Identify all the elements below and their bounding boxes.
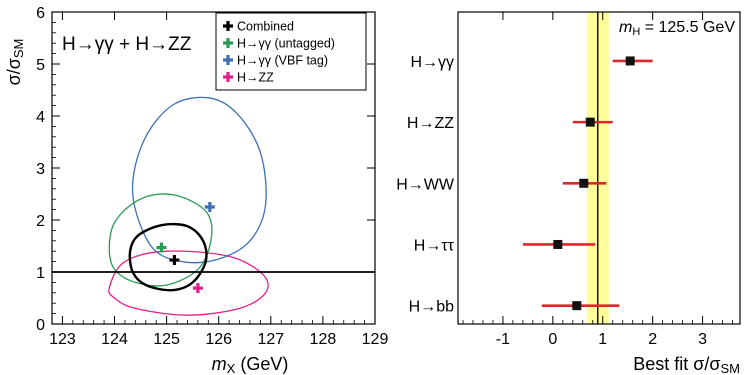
x-tick-label: 129 xyxy=(362,331,389,348)
y-tick-label: 4 xyxy=(36,109,45,126)
x-axis-label-right: Best fit σ/σSM xyxy=(633,354,740,375)
x-tick-label-right: 2 xyxy=(648,331,657,348)
category-label: H→WW xyxy=(396,176,455,193)
x-axis-label: mX (GeV) xyxy=(212,354,289,375)
category-label: H→γγ xyxy=(410,54,454,71)
best-fit-marker-3 xyxy=(192,283,203,294)
x-tick-label-right: 0 xyxy=(548,331,557,348)
y-axis-label: σ/σSM xyxy=(4,39,26,86)
contour-0 xyxy=(128,222,208,292)
legend-marker-0 xyxy=(223,21,233,31)
category-label: H→ZZ xyxy=(407,115,454,132)
category-label: H→ττ xyxy=(414,237,455,254)
category-label: H→bb xyxy=(409,299,454,316)
y-tick-label: 3 xyxy=(36,161,45,178)
legend-label: Combined xyxy=(237,20,294,34)
x-tick-label: 123 xyxy=(49,331,76,348)
right-plot-frame xyxy=(457,11,741,325)
contour-1 xyxy=(108,193,213,287)
x-tick-label: 128 xyxy=(310,331,337,348)
y-tick-label: 2 xyxy=(36,213,45,230)
category-labels: H→γγ H→ZZ H→WW H→ττ H→bb xyxy=(396,54,455,316)
legend-marker-2 xyxy=(223,55,233,65)
measurement-point xyxy=(579,178,589,188)
x-tick-label-right: 1 xyxy=(598,331,607,348)
x-tick-label: 127 xyxy=(257,331,284,348)
legend-label: H→γγ (VBF tag) xyxy=(237,54,328,68)
legend-label: H→ZZ xyxy=(237,71,274,85)
legend-marker-3 xyxy=(223,72,233,82)
y-tick-label: 1 xyxy=(36,265,45,282)
measurement-layer xyxy=(522,56,653,311)
contour-3 xyxy=(108,250,269,316)
legend: Combined H→γγ (untagged) H→γγ (VBF tag) H→Z… xyxy=(223,20,335,85)
x-tick-label: 125 xyxy=(153,331,180,348)
best-fit-marker-0 xyxy=(169,255,180,266)
x-tick-label-right: 3 xyxy=(698,331,707,348)
x-axis-ticks-right: -1 0 1 2 3 xyxy=(462,12,733,348)
measurement-point xyxy=(553,239,563,249)
left-annotation: H→γγ + H→ZZ xyxy=(62,34,192,55)
measurement-point xyxy=(572,301,582,311)
contour-2 xyxy=(131,96,267,264)
y-tick-label: 0 xyxy=(36,317,45,334)
best-fit-marker-2 xyxy=(204,202,215,212)
best-fit-chart: -1 0 1 2 3 H→γγ H→ZZ H→WW H→ττ H→bb mH = 125.5 G… xyxy=(396,11,741,375)
legend-marker-1 xyxy=(223,38,233,48)
y-tick-label: 5 xyxy=(36,57,45,74)
x-tick-label: 124 xyxy=(101,331,128,348)
x-axis-ticks: 123 124 125 126 127 128 129 xyxy=(49,12,388,348)
best-fit-layer xyxy=(156,202,215,294)
measurement-point xyxy=(625,56,635,66)
y-tick-label: 6 xyxy=(36,5,45,22)
y-axis-ticks: 0 1 2 3 4 5 6 xyxy=(36,5,375,334)
x-tick-label: 126 xyxy=(205,331,232,348)
x-tick-label-right: -1 xyxy=(496,331,510,348)
mass-annotation: mH = 125.5 GeV xyxy=(619,19,735,38)
legend-label: H→γγ (untagged) xyxy=(237,37,335,51)
best-fit-marker-1 xyxy=(156,242,167,253)
legend-box xyxy=(215,12,367,91)
measurement-point xyxy=(585,117,595,127)
contour-layer xyxy=(108,96,269,316)
